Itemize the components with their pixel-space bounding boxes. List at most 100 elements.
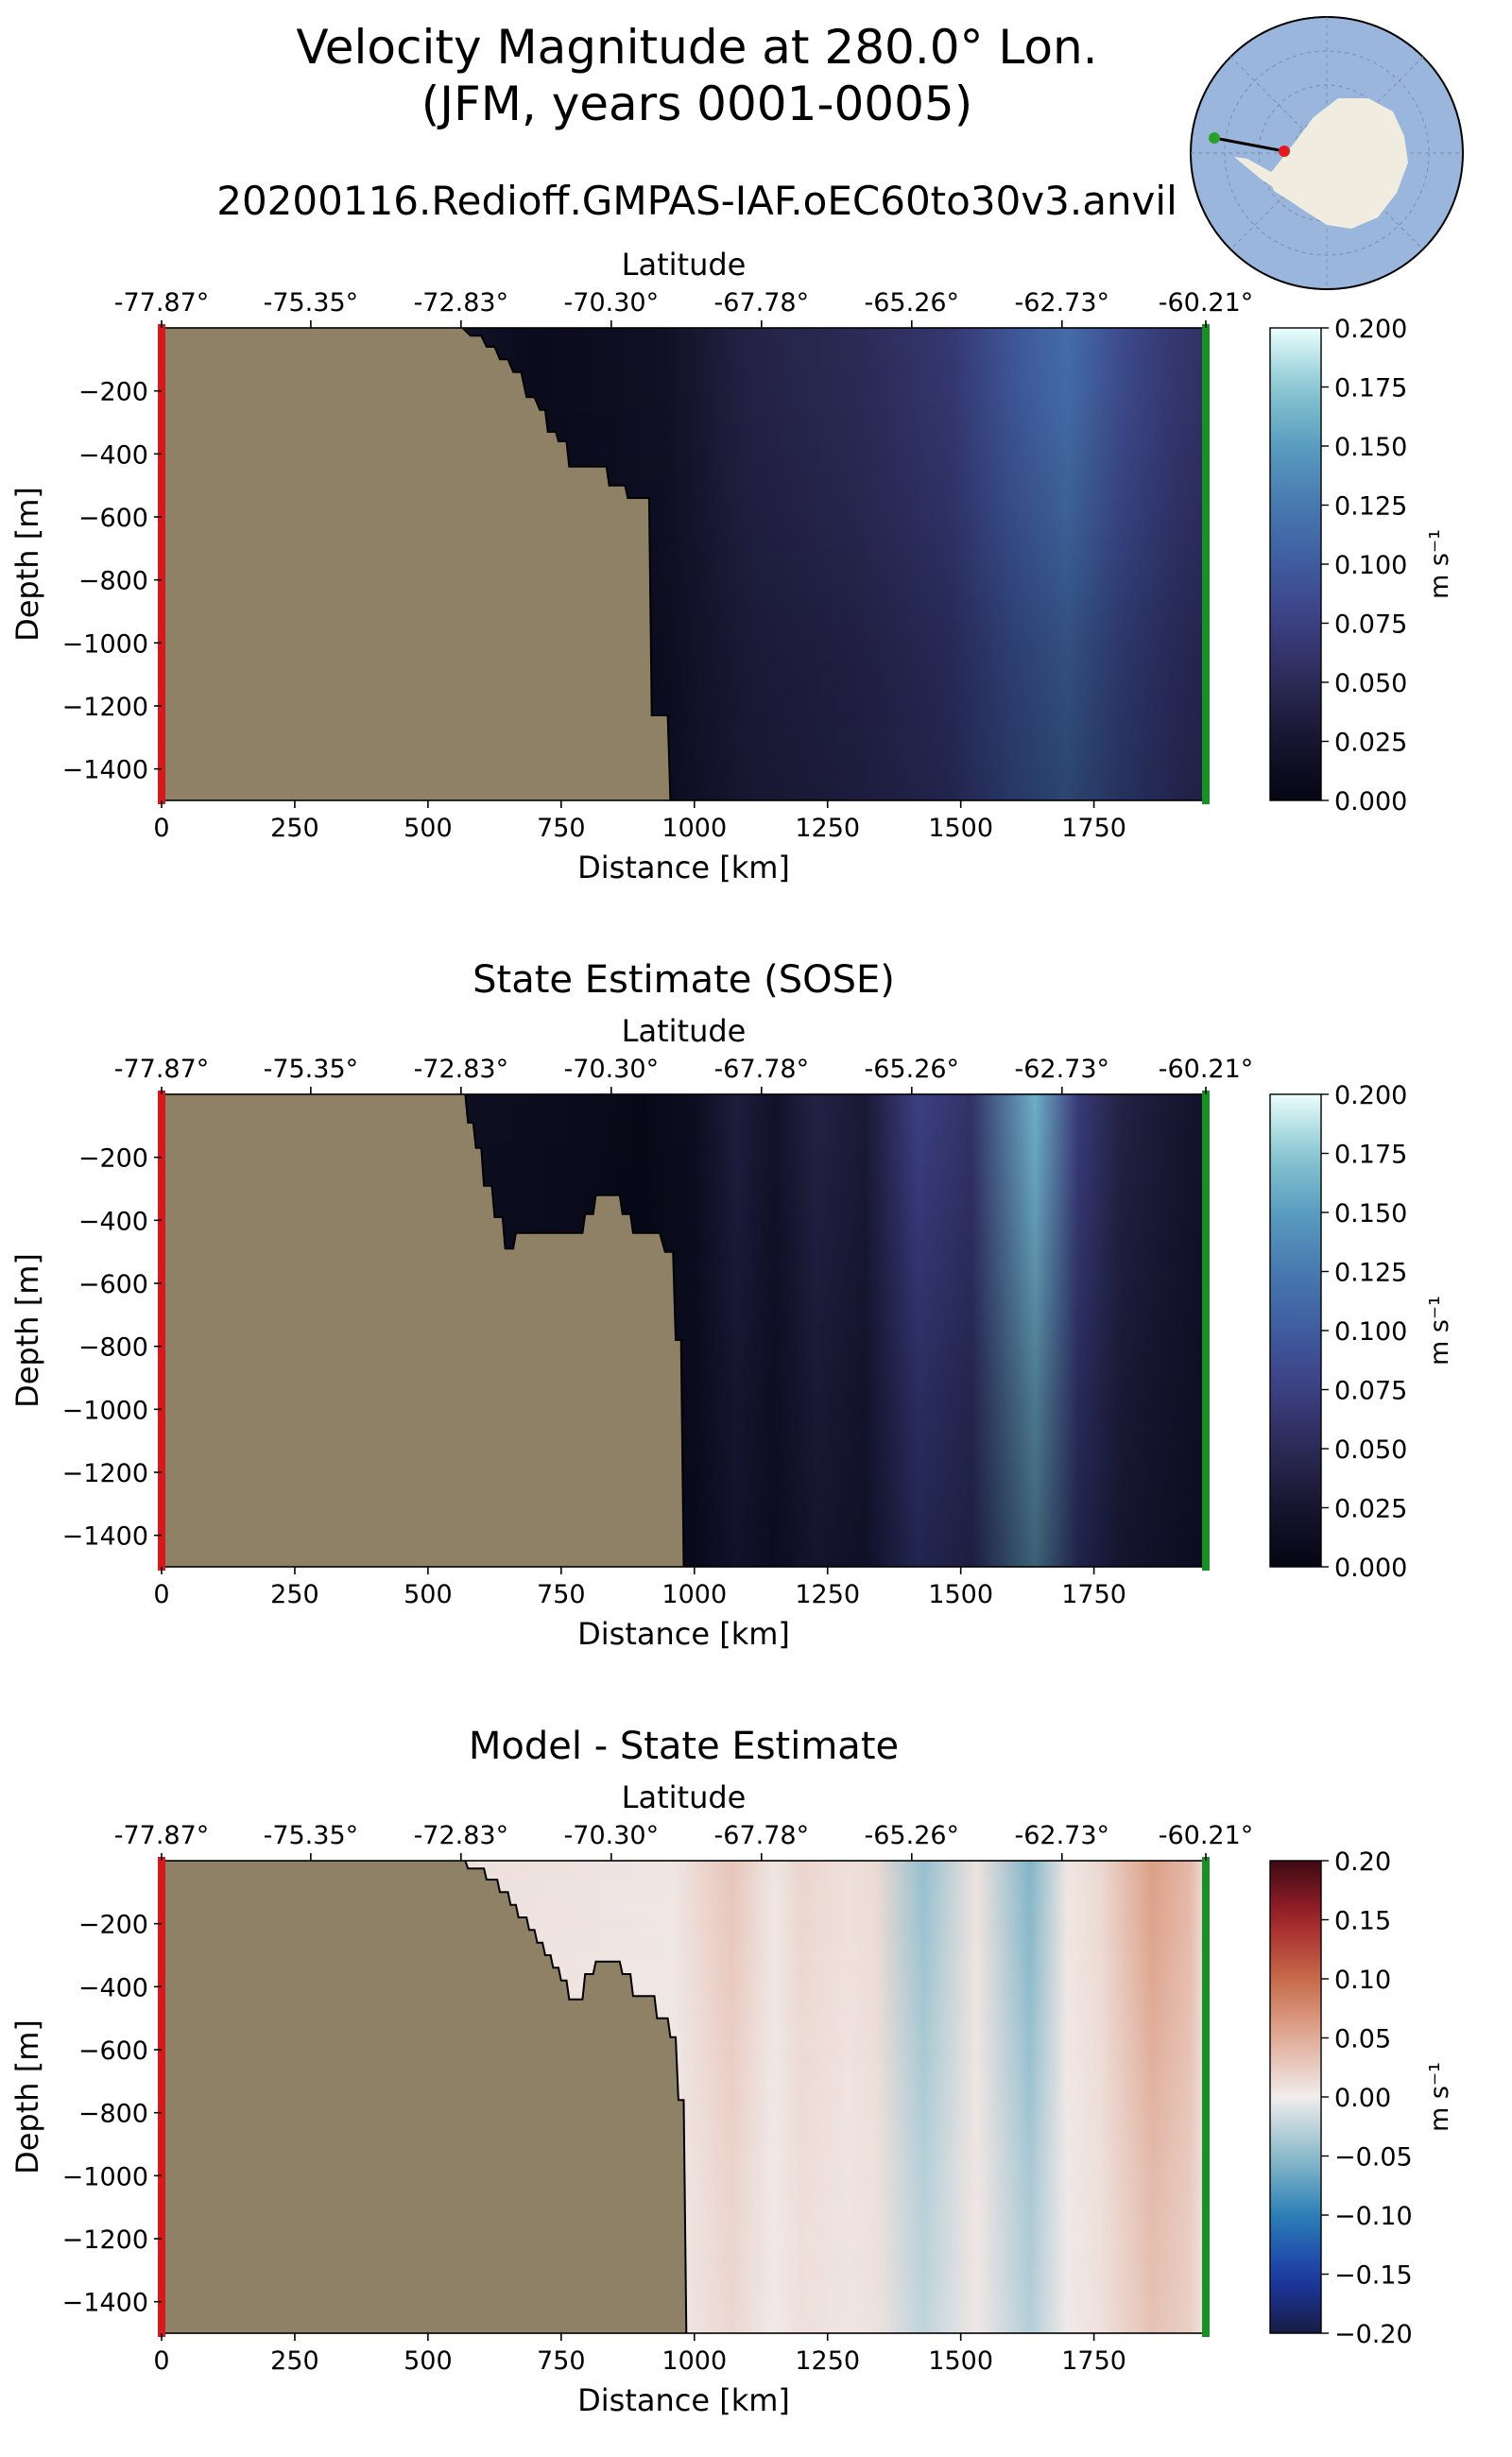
lat-tick-label: -67.78° bbox=[714, 1821, 810, 1850]
lat-tick-label: -75.35° bbox=[264, 1055, 359, 1084]
x-tick-label: 750 bbox=[537, 2346, 586, 2376]
figure-subtitle: 20200116.Redioff.GMPAS-IAF.oEC60to30v3.a… bbox=[216, 178, 1177, 224]
lat-tick-label: -60.21° bbox=[1159, 1821, 1254, 1850]
x-tick-label: 1250 bbox=[795, 2346, 860, 2376]
lat-tick-label: -77.87° bbox=[114, 288, 210, 318]
colorbar-tick-label: 0.100 bbox=[1334, 1317, 1407, 1347]
x-tick-label: 1750 bbox=[1061, 2346, 1126, 2376]
x-tick-label: 1250 bbox=[795, 1580, 860, 1609]
x-tick-label: 500 bbox=[404, 814, 453, 843]
seafloor-outline bbox=[464, 1093, 685, 1568]
y-tick-label: −1400 bbox=[62, 1522, 148, 1552]
y-tick-label: −1200 bbox=[62, 693, 148, 722]
y-tick-label: −1400 bbox=[62, 756, 148, 785]
lat-tick-label: -65.26° bbox=[865, 1821, 960, 1850]
colorbar-tick-label: −0.15 bbox=[1334, 2261, 1413, 2291]
colorbar-tick-label: 0.075 bbox=[1334, 1377, 1407, 1406]
y-tick-label: −600 bbox=[78, 2036, 148, 2066]
colorbar-tick-label: 0.175 bbox=[1334, 1141, 1407, 1170]
x-tick-label: 1000 bbox=[662, 1580, 727, 1609]
x-tick-label: 0 bbox=[153, 814, 169, 843]
colorbar bbox=[1269, 1093, 1322, 1568]
x-tick-label: 1500 bbox=[928, 814, 993, 843]
transect-start-dot bbox=[1279, 146, 1290, 157]
y-tick-label: −800 bbox=[78, 567, 148, 596]
x-tick-label: 250 bbox=[270, 2346, 319, 2376]
figure-title-line1: Velocity Magnitude at 280.0° Lon. bbox=[296, 20, 1098, 75]
y-tick-label: −200 bbox=[78, 378, 148, 407]
latitude-axis-label: Latitude bbox=[622, 1013, 747, 1049]
colorbar-tick-label: 0.075 bbox=[1334, 610, 1407, 640]
y-axis-label: Depth [m] bbox=[9, 487, 45, 642]
lat-tick-label: -62.73° bbox=[1015, 288, 1110, 318]
colorbar-tick-label: 0.200 bbox=[1334, 315, 1407, 344]
y-tick-label: −600 bbox=[78, 504, 148, 533]
colorbar-tick-label: 0.000 bbox=[1334, 1554, 1407, 1583]
x-tick-label: 1000 bbox=[662, 2346, 727, 2376]
lat-tick-label: -67.78° bbox=[714, 288, 810, 318]
colorbar-label: m s⁻¹ bbox=[1425, 529, 1454, 599]
x-tick-label: 500 bbox=[404, 2346, 453, 2376]
lat-tick-label: -70.30° bbox=[564, 288, 660, 318]
lat-tick-label: -60.21° bbox=[1159, 288, 1254, 318]
y-tick-label: −1400 bbox=[62, 2289, 148, 2318]
x-tick-label: 750 bbox=[537, 1580, 586, 1609]
colorbar-tick-label: −0.05 bbox=[1334, 2143, 1413, 2173]
figure-title-line2: (JFM, years 0001-0005) bbox=[421, 77, 973, 131]
y-tick-label: −1200 bbox=[62, 2225, 148, 2255]
lat-tick-label: -65.26° bbox=[865, 1055, 960, 1084]
y-tick-label: −1000 bbox=[62, 629, 148, 659]
lat-tick-label: -75.35° bbox=[264, 288, 359, 318]
seafloor-outline bbox=[464, 1860, 688, 2334]
x-axis-label: Distance [km] bbox=[577, 2382, 790, 2418]
colorbar-tick-label: −0.10 bbox=[1334, 2202, 1413, 2231]
lat-tick-label: -72.83° bbox=[414, 1055, 509, 1084]
colorbar-tick-label: 0.050 bbox=[1334, 669, 1407, 698]
lat-tick-label: -65.26° bbox=[865, 288, 960, 318]
lat-tick-label: -70.30° bbox=[564, 1821, 660, 1850]
x-tick-label: 0 bbox=[153, 2346, 169, 2376]
x-tick-label: 1500 bbox=[928, 1580, 993, 1609]
transect-end-marker bbox=[1202, 324, 1210, 804]
y-axis-label: Depth [m] bbox=[9, 2019, 45, 2174]
latitude-axis-label: Latitude bbox=[622, 1779, 747, 1815]
panel-1: 0 250 500 750 1000 1250 1500 1750 Distance [km] -… bbox=[9, 247, 1454, 885]
transect-end-marker bbox=[1202, 1857, 1210, 2337]
colorbar-tick-label: 0.150 bbox=[1334, 433, 1407, 462]
colorbar-tick-label: 0.025 bbox=[1334, 729, 1407, 758]
lat-tick-label: -62.73° bbox=[1015, 1821, 1110, 1850]
y-tick-label: −1000 bbox=[62, 1396, 148, 1425]
colorbar-tick-label: 0.125 bbox=[1334, 492, 1407, 522]
y-tick-label: −400 bbox=[78, 1973, 148, 2002]
colorbar-tick-label: 0.125 bbox=[1334, 1259, 1407, 1288]
y-tick-label: −800 bbox=[78, 1333, 148, 1363]
transect-start-marker bbox=[158, 324, 165, 804]
colorbar-tick-label: 0.15 bbox=[1334, 1907, 1391, 1936]
latitude-axis-label: Latitude bbox=[622, 247, 747, 283]
colorbar-tick-label: 0.05 bbox=[1334, 2025, 1391, 2054]
y-tick-label: −400 bbox=[78, 1207, 148, 1236]
colorbar-tick-label: 0.00 bbox=[1334, 2084, 1391, 2113]
lat-tick-label: -75.35° bbox=[264, 1821, 359, 1850]
y-tick-label: −600 bbox=[78, 1270, 148, 1299]
lat-tick-label: -62.73° bbox=[1015, 1055, 1110, 1084]
colorbar-tick-label: 0.000 bbox=[1334, 787, 1407, 816]
lat-tick-label: -60.21° bbox=[1159, 1055, 1254, 1084]
x-tick-label: 500 bbox=[404, 1580, 453, 1609]
x-tick-label: 1250 bbox=[795, 814, 860, 843]
y-tick-label: −200 bbox=[78, 1911, 148, 1940]
colorbar-tick-label: 0.200 bbox=[1334, 1081, 1407, 1110]
x-tick-label: 1750 bbox=[1061, 814, 1126, 843]
seafloor-land bbox=[162, 1094, 684, 1567]
transect-end-dot bbox=[1209, 132, 1220, 144]
colorbar bbox=[1269, 327, 1322, 801]
colorbar-tick-label: 0.20 bbox=[1334, 1847, 1391, 1877]
colorbar-label: m s⁻¹ bbox=[1425, 1296, 1454, 1366]
x-tick-label: 1000 bbox=[662, 814, 727, 843]
colorbar-tick-label: 0.100 bbox=[1334, 551, 1407, 580]
x-tick-label: 1500 bbox=[928, 2346, 993, 2376]
lat-tick-label: -72.83° bbox=[414, 1821, 509, 1850]
colorbar-tick-label: −0.20 bbox=[1334, 2320, 1413, 2349]
y-tick-label: −1200 bbox=[62, 1459, 148, 1488]
